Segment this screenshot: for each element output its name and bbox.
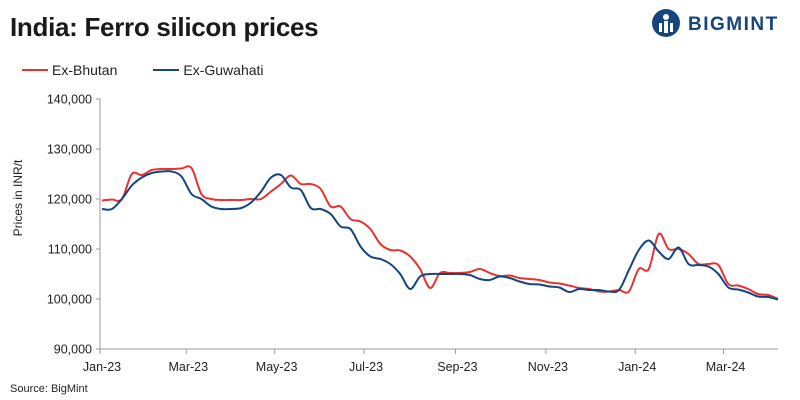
bigmint-logo: BIGMINT bbox=[650, 8, 777, 38]
y-tick-label: 130,000 bbox=[47, 143, 92, 157]
y-tick-label: 140,000 bbox=[47, 93, 92, 107]
x-tick-label: Nov-23 bbox=[528, 360, 568, 374]
x-tick-label: Jan-24 bbox=[618, 360, 656, 374]
chart-title: India: Ferro silicon prices bbox=[10, 12, 319, 42]
legend-item-ex-guwahati: Ex-Guwahati bbox=[153, 62, 264, 78]
x-tick-label: Jul-23 bbox=[349, 360, 383, 374]
y-tick-label: 120,000 bbox=[47, 193, 92, 207]
legend-swatch-ex-bhutan bbox=[22, 69, 48, 71]
series-lines bbox=[101, 165, 779, 301]
legend-item-ex-bhutan: Ex-Bhutan bbox=[22, 62, 117, 78]
y-tick-label: 100,000 bbox=[47, 293, 92, 307]
legend: Ex-Bhutan Ex-Guwahati bbox=[22, 62, 300, 78]
x-tick-label: Mar-23 bbox=[168, 360, 208, 374]
legend-label-ex-guwahati: Ex-Guwahati bbox=[183, 62, 264, 78]
y-tick-label: 110,000 bbox=[48, 243, 92, 257]
legend-swatch-ex-guwahati bbox=[153, 69, 180, 71]
x-tick-label: Mar-24 bbox=[706, 360, 746, 374]
y-tick-label: 90,000 bbox=[54, 343, 92, 357]
legend-label-ex-bhutan: Ex-Bhutan bbox=[52, 62, 118, 78]
series-line-ex-guwahati bbox=[101, 170, 779, 301]
y-axis-title: Prices in INR/t bbox=[11, 159, 25, 236]
x-tick-label: May-23 bbox=[256, 360, 298, 374]
x-axis: Jan-23 Mar-23 May-23 Jul-23 Sep-23 Nov-23 Jan-… bbox=[83, 348, 778, 374]
y-axis: 90,000 100,000 110,000 120,000 130,000 140,00… bbox=[47, 93, 101, 357]
x-tick-label: Sep-23 bbox=[437, 360, 477, 374]
bigmint-logo-icon bbox=[652, 9, 680, 37]
series-line-ex-bhutan bbox=[101, 165, 779, 300]
brand-name: BIGMINT bbox=[688, 14, 779, 35]
source-note: Source: BigMint bbox=[10, 383, 88, 395]
x-tick-label: Jan-23 bbox=[83, 360, 121, 374]
